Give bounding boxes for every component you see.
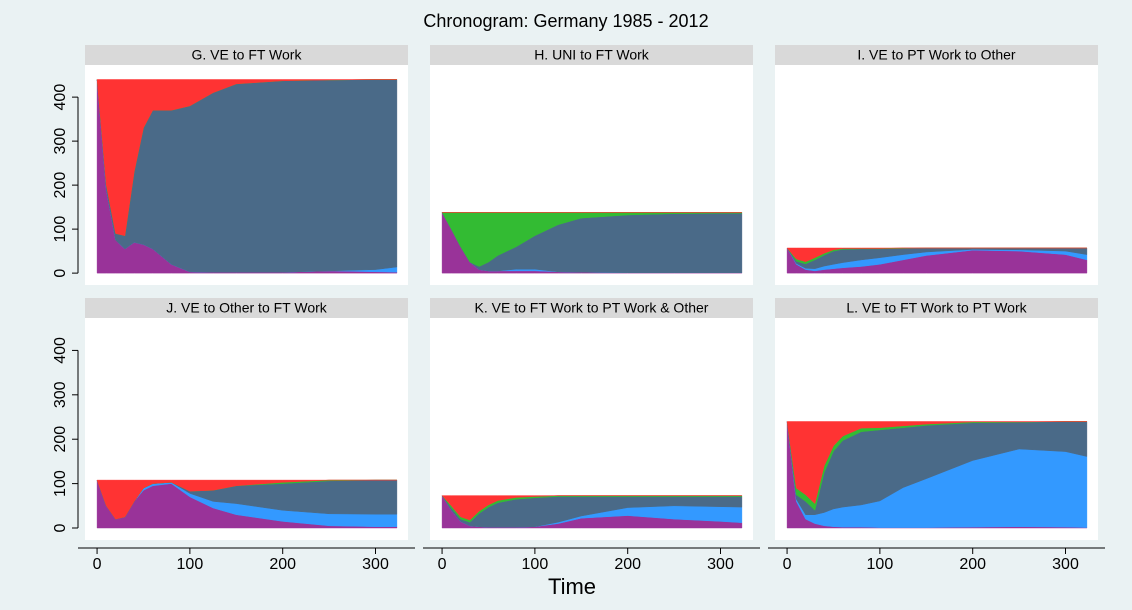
area: [786, 247, 1087, 262]
area: [96, 479, 397, 520]
x-tick-label: 300: [707, 556, 734, 573]
chart-title: Chronogram: Germany 1985 - 2012: [423, 11, 708, 31]
x-axis-label: Time: [548, 574, 596, 599]
panel-header: [430, 298, 753, 318]
x-tick-label: 200: [614, 556, 641, 573]
panel-title: J. VE to Other to FT Work: [166, 300, 328, 316]
x-tick-label: 200: [959, 556, 986, 573]
y-tick-label: 300: [52, 381, 69, 408]
x-tick-label: 100: [522, 556, 549, 573]
y-tick-label: 100: [52, 470, 69, 497]
panel-header: [85, 298, 408, 318]
y-tick-label: 200: [52, 426, 69, 453]
y-tick-label: 0: [52, 523, 69, 532]
panel-title: K. VE to FT Work to PT Work & Other: [475, 300, 709, 316]
area: [441, 495, 742, 521]
x-tick-label: 0: [783, 556, 792, 573]
y-tick-label: 0: [52, 269, 69, 278]
x-tick-label: 200: [269, 556, 296, 573]
panel-title: G. VE to FT Work: [192, 47, 303, 63]
y-tick-label: 400: [52, 84, 69, 111]
y-tick-label: 300: [52, 128, 69, 155]
x-tick-label: 0: [93, 556, 102, 573]
x-tick-label: 300: [362, 556, 389, 573]
y-tick-label: 100: [52, 216, 69, 243]
panel-header: [85, 45, 408, 65]
panel-title: L. VE to FT Work to PT Work: [846, 300, 1027, 316]
x-tick-label: 0: [438, 556, 447, 573]
area: [96, 79, 397, 237]
panel-header: [430, 45, 753, 65]
panel-title: H. UNI to FT Work: [534, 47, 650, 63]
panel-header: [775, 298, 1098, 318]
y-tick-label: 200: [52, 172, 69, 199]
panel-header: [775, 45, 1098, 65]
y-tick-label: 400: [52, 337, 69, 364]
area: [786, 421, 1087, 505]
panel-title: I. VE to PT Work to Other: [857, 47, 1016, 63]
x-tick-label: 300: [1052, 556, 1079, 573]
x-tick-label: 100: [867, 556, 894, 573]
x-tick-label: 100: [177, 556, 204, 573]
